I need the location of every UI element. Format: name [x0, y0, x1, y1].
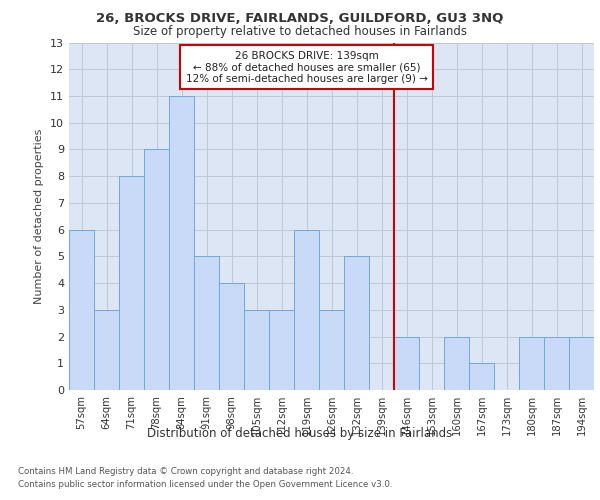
Text: Contains HM Land Registry data © Crown copyright and database right 2024.: Contains HM Land Registry data © Crown c…: [18, 468, 353, 476]
Bar: [119, 176, 144, 390]
Text: 26 BROCKS DRIVE: 139sqm
← 88% of detached houses are smaller (65)
12% of semi-de: 26 BROCKS DRIVE: 139sqm ← 88% of detache…: [185, 50, 427, 84]
Text: Contains public sector information licensed under the Open Government Licence v3: Contains public sector information licen…: [18, 480, 392, 489]
Bar: [269, 310, 294, 390]
Bar: [394, 336, 419, 390]
Y-axis label: Number of detached properties: Number of detached properties: [34, 128, 44, 304]
Bar: [519, 336, 544, 390]
Text: Size of property relative to detached houses in Fairlands: Size of property relative to detached ho…: [133, 25, 467, 38]
Bar: [569, 336, 594, 390]
Bar: [69, 230, 94, 390]
Bar: [169, 96, 194, 390]
Text: Distribution of detached houses by size in Fairlands: Distribution of detached houses by size …: [148, 428, 452, 440]
Bar: [544, 336, 569, 390]
Bar: [244, 310, 269, 390]
Bar: [144, 150, 169, 390]
Bar: [194, 256, 219, 390]
Text: 26, BROCKS DRIVE, FAIRLANDS, GUILDFORD, GU3 3NQ: 26, BROCKS DRIVE, FAIRLANDS, GUILDFORD, …: [97, 12, 503, 26]
Bar: [469, 364, 494, 390]
Bar: [319, 310, 344, 390]
Bar: [294, 230, 319, 390]
Bar: [344, 256, 369, 390]
Bar: [219, 283, 244, 390]
Bar: [94, 310, 119, 390]
Bar: [444, 336, 469, 390]
